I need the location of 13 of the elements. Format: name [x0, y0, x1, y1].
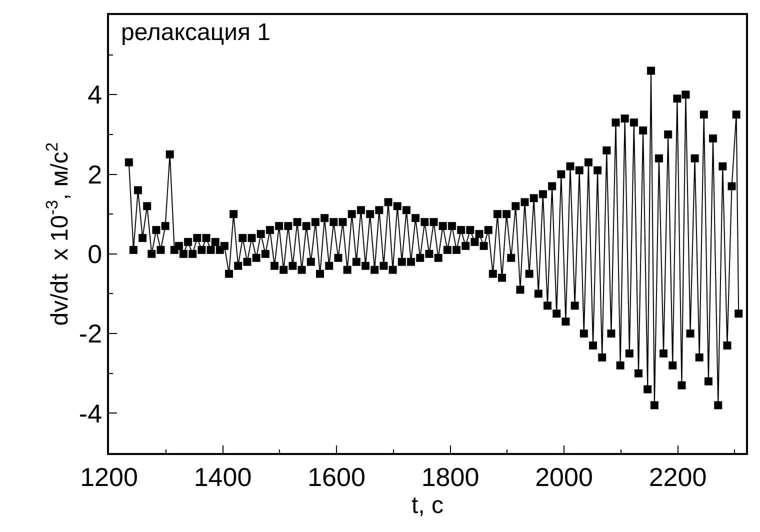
y-tick-label: 4 [88, 80, 102, 110]
x-tick-label: 1200 [80, 462, 138, 492]
x-axis-title: t, с [411, 492, 444, 519]
y-tick-label: 2 [88, 159, 102, 190]
x-tick-label: 2200 [648, 462, 707, 492]
x-tick-label: 1400 [194, 462, 252, 492]
x-tick-label: 1800 [421, 462, 480, 492]
y-tick-label: 0 [88, 239, 102, 270]
x-tick-label: 2000 [535, 462, 593, 492]
x-tick-label: 1600 [308, 462, 366, 492]
annotation: релаксация 1 [121, 19, 271, 46]
y-tick-label: -4 [78, 398, 102, 428]
y-tick-label: -2 [78, 318, 102, 349]
